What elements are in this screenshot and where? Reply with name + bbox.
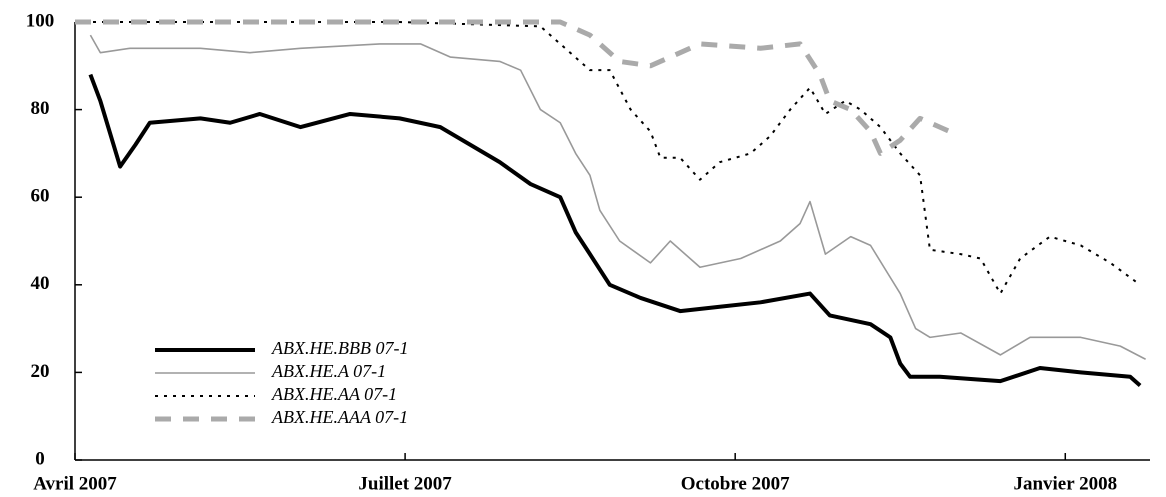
y-tick-label: 100	[26, 10, 55, 31]
legend-label: ABX.HE.AA 07-1	[271, 384, 397, 404]
y-tick-label: 40	[31, 273, 50, 294]
legend-label: ABX.HE.BBB 07-1	[271, 338, 408, 358]
y-tick-label: 80	[31, 98, 50, 119]
series-line	[89, 34, 1146, 360]
legend-label: ABX.HE.AAA 07-1	[271, 407, 408, 427]
series-line	[75, 21, 1141, 295]
x-tick-label: Juillet 2007	[358, 473, 452, 494]
x-tick-label: Janvier 2008	[1013, 473, 1117, 494]
x-tick-label: Avril 2007	[33, 473, 117, 494]
series-line	[88, 73, 1142, 388]
y-tick-label: 20	[31, 361, 50, 382]
y-tick-label: 60	[31, 186, 50, 207]
series-line	[75, 19, 951, 156]
y-tick-label: 0	[35, 448, 45, 469]
legend-label: ABX.HE.A 07-1	[271, 361, 386, 381]
x-tick-label: Octobre 2007	[681, 473, 790, 494]
